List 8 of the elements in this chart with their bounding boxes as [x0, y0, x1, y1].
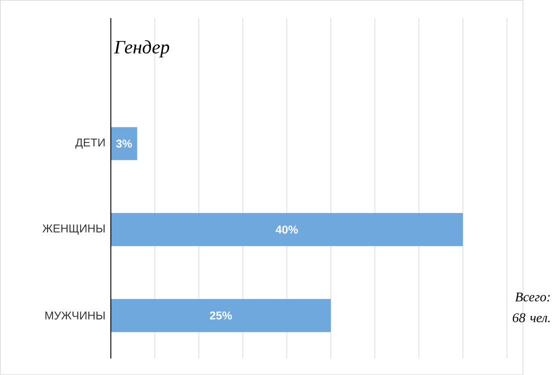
data-label: 40%	[276, 226, 298, 234]
y-tick-label: ЖЕНЩИНЫ	[42, 224, 105, 235]
chart-title: Гендер	[114, 40, 170, 58]
text: Всего: 68 чел.	[512, 292, 550, 322]
data-label: 25%	[210, 312, 232, 320]
y-tick-label: ДЕТИ	[75, 138, 105, 149]
data-label: 3%	[116, 140, 132, 148]
y-tick-label: МУЖЧИНЫ	[45, 312, 105, 320]
